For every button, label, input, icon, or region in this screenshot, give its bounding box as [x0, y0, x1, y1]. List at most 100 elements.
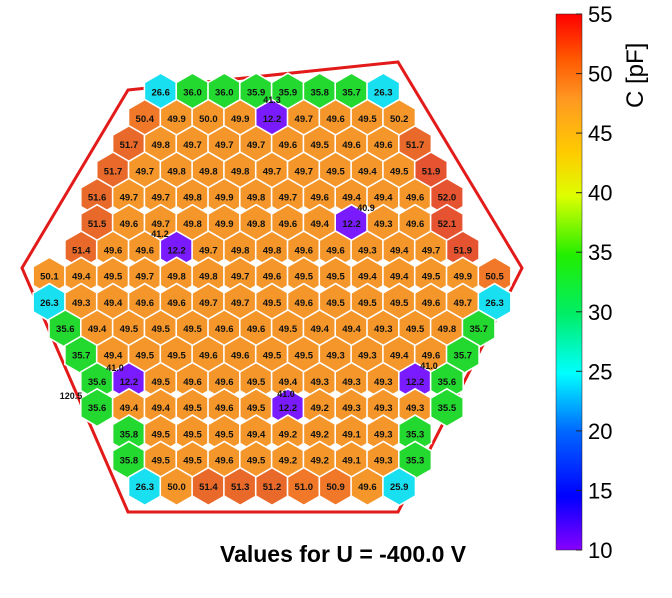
hex-cell-value: 49.6: [263, 272, 282, 283]
hex-cell-value: 49.3: [406, 403, 425, 414]
hex-cell-value: 49.7: [151, 219, 170, 230]
hex-cell-value: 49.8: [438, 324, 457, 335]
hex-cell-value: 49.5: [215, 429, 234, 440]
hex-cell-value: 12.2: [167, 245, 186, 256]
hex-cell-value: 35.7: [72, 351, 91, 362]
hex-cell-value: 49.4: [374, 193, 393, 204]
hex-cell-value: 49.5: [422, 272, 441, 283]
hex-cell-value: 49.3: [374, 324, 393, 335]
hex-cell-value: 49.4: [390, 272, 409, 283]
hex-cell-value: 12.2: [279, 403, 298, 414]
hex-cell-value: 49.8: [167, 166, 186, 177]
hex-cell-value: 49.9: [215, 193, 234, 204]
hex-cell-value: 49.6: [279, 219, 298, 230]
hex-cell-value: 49.4: [390, 351, 409, 362]
hex-cell-value: 49.6: [326, 114, 345, 125]
hex-cell-value: 35.7: [469, 324, 488, 335]
hex-cell-value: 49.6: [406, 219, 425, 230]
hex-cell-value: 49.2: [310, 429, 329, 440]
hex-cell-value: 49.6: [422, 298, 441, 309]
hex-cell-value: 51.7: [406, 140, 425, 151]
hex-cell-value: 49.9: [454, 272, 473, 283]
hex-cell-value: 49.7: [136, 166, 155, 177]
hex-cell: [429, 387, 465, 428]
hex-cell-value: 12.2: [342, 219, 361, 230]
hex-cell-value: 49.7: [136, 272, 155, 283]
colorbar-tick-label: 30: [588, 300, 612, 325]
colorbar-tick-label: 25: [588, 359, 612, 384]
hex-cell-value: 49.7: [279, 193, 298, 204]
hex-cell-value: 49.6: [136, 298, 155, 309]
hex-cell-value: 49.7: [215, 140, 234, 151]
hex-cell-value: 49.6: [310, 193, 329, 204]
hex-cell-value: 35.7: [454, 351, 473, 362]
hex-cell-value: 51.4: [72, 245, 91, 256]
hex-cell-value: 49.3: [358, 245, 377, 256]
hex-cell-value: 49.5: [151, 456, 170, 467]
hex-cell-value: 49.6: [374, 140, 393, 151]
cell-annotation: 120.5: [60, 391, 83, 401]
hex-cell-value: 49.5: [247, 456, 266, 467]
colorbar-tick-label: 10: [588, 538, 612, 563]
hex-cell-value: 49.3: [342, 377, 361, 388]
hex-cell-value: 49.4: [390, 245, 409, 256]
hex-cell-value: 49.4: [151, 403, 170, 414]
cell-annotation: 41.0: [420, 361, 438, 371]
hex-cell-value: 49.4: [342, 324, 361, 335]
hex-cell-value: 51.3: [231, 482, 250, 493]
hex-cell-value: 49.5: [136, 351, 155, 362]
hex-cell-value: 51.9: [454, 245, 473, 256]
hex-cell-value: 50.1: [40, 272, 59, 283]
hex-cell-value: 49.5: [310, 140, 329, 151]
hex-cell-value: 49.5: [183, 456, 202, 467]
hex-cell-value: 49.8: [151, 140, 170, 151]
hex-cell-value: 49.5: [247, 377, 266, 388]
hex-cell-value: 49.5: [295, 351, 314, 362]
hex-cell-value: 49.6: [215, 456, 234, 467]
hex-cell-value: 49.9: [215, 219, 234, 230]
hex-cell-value: 49.2: [310, 403, 329, 414]
colorbar-label: C [pF]: [622, 43, 649, 108]
hex-cell-value: 49.7: [295, 114, 314, 125]
hex-cell-value: 49.9: [167, 114, 186, 125]
hex-cell-value: 49.6: [422, 351, 441, 362]
hex-cell-value: 49.5: [104, 272, 123, 283]
hex-cell-value: 49.6: [215, 377, 234, 388]
hex-cell-value: 49.2: [279, 429, 298, 440]
hex-cell-value: 35.5: [438, 403, 457, 414]
hex-cell-value: 49.1: [342, 429, 361, 440]
hex-cell-value: 49.6: [326, 245, 345, 256]
hex-cell-value: 49.6: [295, 245, 314, 256]
hex-cell-value: 35.8: [120, 456, 139, 467]
hex-cell-value: 49.7: [120, 193, 139, 204]
hex-cell-value: 52.1: [438, 219, 457, 230]
hex-cell-value: 25.9: [390, 482, 409, 493]
hex-cell-value: 49.5: [167, 351, 186, 362]
hex-cell-value: 26.3: [485, 298, 504, 309]
hex-cell-value: 12.2: [263, 114, 282, 125]
hex-cell-value: 49.2: [310, 456, 329, 467]
hex-cell-value: 49.6: [199, 351, 218, 362]
hex-cell-value: 49.5: [326, 272, 345, 283]
hex-cell-value: 49.7: [199, 298, 218, 309]
hex-cell-value: 49.3: [374, 456, 393, 467]
hex-cell-value: 49.6: [342, 140, 361, 151]
hex-cell-value: 50.4: [136, 114, 155, 125]
hex-cell-value: 49.5: [151, 377, 170, 388]
hex-cell-value: 49.6: [295, 298, 314, 309]
hex-cell-value: 49.2: [279, 456, 298, 467]
hex-cell-value: 35.9: [279, 88, 298, 99]
hex-cell-value: 35.9: [247, 88, 266, 99]
hex-cell-value: 49.5: [151, 429, 170, 440]
hex-cell-value: 49.7: [422, 245, 441, 256]
hex-cell-value: 49.4: [104, 298, 123, 309]
hex-cell-value: 49.4: [342, 193, 361, 204]
hex-cell-value: 49.7: [199, 245, 218, 256]
hexagon-cells: 26.6 36.0 36.0 35.9 35.9 35.8 35.7 26.3 50.4 49.9…: [32, 72, 512, 507]
hex-cell-value: 49.5: [390, 298, 409, 309]
hex-cell-value: 49.3: [374, 429, 393, 440]
annotations: 41.3 40.9 41.2 41.0 41.0 41.0 120.5: [60, 95, 438, 401]
hex-cell-value: 49.5: [358, 114, 377, 125]
hex-cell-value: 52.0: [438, 193, 457, 204]
hex-cell-value: 26.3: [136, 482, 155, 493]
